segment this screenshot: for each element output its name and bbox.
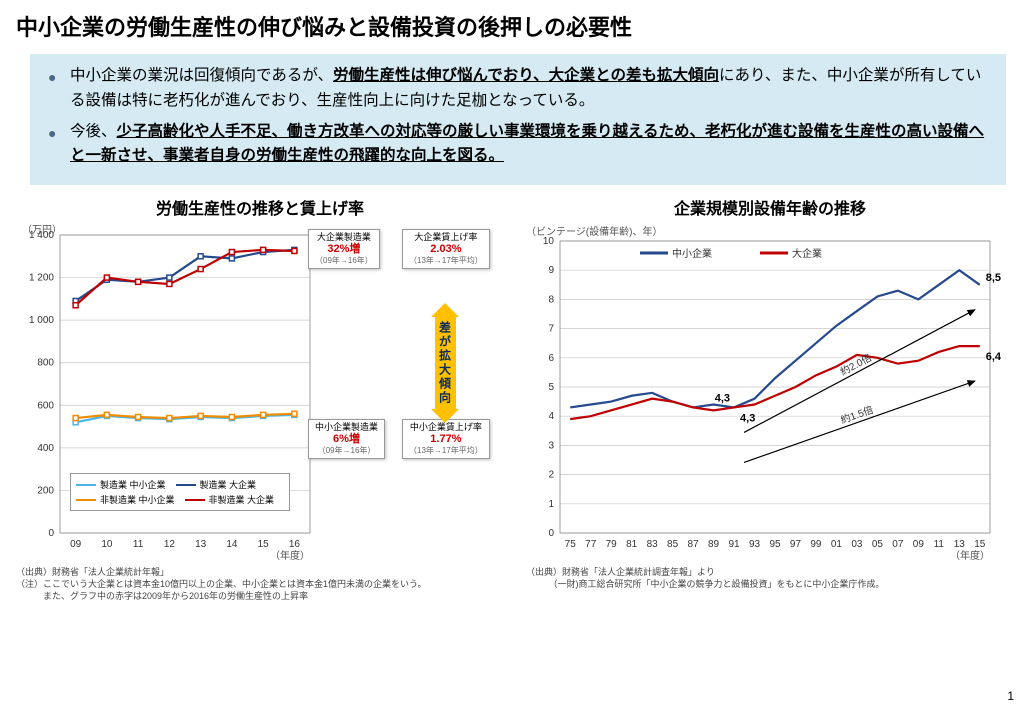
summary-point-2: 今後、少子高齢化や人手不足、働き方改革への対応等の厳しい事業環境を乗り越えるため…	[48, 120, 988, 170]
summary-point-1: 中小企業の業況は回復傾向であるが、労働生産性は伸び悩んでおり、大企業との差も拡大…	[48, 64, 988, 114]
svg-text:05: 05	[872, 539, 884, 550]
svg-text:79: 79	[606, 539, 618, 550]
page-number: 1	[1007, 689, 1014, 703]
text: 中小企業の業況は回復傾向であるが、	[70, 67, 333, 84]
svg-text:5: 5	[548, 382, 554, 393]
text: 今後、	[70, 123, 117, 140]
right-chart-svg: 0123456789107577798183858789919395979901…	[520, 223, 1020, 563]
left-chart: 労働生産性の推移と賃上げ率 02004006008001 0001 2001 4…	[10, 195, 510, 602]
svg-text:13: 13	[195, 539, 207, 550]
svg-text:（ビンテージ(設備年齢)、年）: （ビンテージ(設備年齢)、年）	[526, 225, 662, 238]
svg-text:14: 14	[226, 539, 238, 550]
chart-title: 企業規模別設備年齢の推移	[520, 195, 1020, 219]
svg-text:200: 200	[37, 486, 54, 497]
svg-text:77: 77	[585, 539, 597, 550]
svg-text:09: 09	[913, 539, 925, 550]
chart-title: 労働生産性の推移と賃上げ率	[10, 195, 510, 219]
svg-text:89: 89	[708, 539, 720, 550]
svg-text:75: 75	[565, 539, 577, 550]
svg-text:7: 7	[548, 324, 554, 335]
svg-text:1 000: 1 000	[29, 315, 54, 326]
svg-text:07: 07	[892, 539, 904, 550]
svg-text:91: 91	[728, 539, 740, 550]
annot-sme-mfg: 中小企業製造業6%増（09年→16年）	[308, 419, 385, 459]
annot-large-mfg: 大企業製造業32%増（09年→16年）	[308, 229, 380, 269]
annot-sme-wage: 中小企業賃上げ率1.77%（13年→17年平均）	[402, 419, 490, 459]
svg-text:15: 15	[258, 539, 270, 550]
left-footnotes: （出典）財務省「法人企業統計年報」 （注）ここでいう大企業とは資本金10億円以上…	[10, 563, 510, 602]
svg-text:16: 16	[289, 539, 301, 550]
svg-text:85: 85	[667, 539, 679, 550]
svg-text:8,5: 8,5	[986, 272, 1001, 284]
svg-text:83: 83	[647, 539, 659, 550]
svg-text:（年度）: （年度）	[950, 549, 990, 562]
text-bold: 少子高齢化や人手不足、働き方改革への対応等の厳しい事業環境を乗り越えるため、老朽…	[70, 123, 984, 165]
svg-text:（万円）: （万円）	[22, 224, 62, 236]
svg-text:1: 1	[548, 499, 554, 510]
svg-text:95: 95	[769, 539, 781, 550]
right-chart: 企業規模別設備年齢の推移 012345678910757779818385878…	[520, 195, 1020, 602]
svg-text:09: 09	[70, 539, 82, 550]
svg-text:0: 0	[48, 528, 54, 539]
svg-text:4,3: 4,3	[715, 393, 730, 405]
svg-text:87: 87	[688, 539, 700, 550]
svg-text:大企業: 大企業	[792, 247, 822, 260]
gap-arrow: 差が拡大傾向	[430, 303, 460, 423]
svg-text:11: 11	[934, 539, 945, 550]
svg-text:400: 400	[37, 443, 54, 454]
svg-text:6,4: 6,4	[986, 351, 1002, 363]
svg-text:2: 2	[548, 470, 554, 481]
svg-text:12: 12	[164, 539, 176, 550]
svg-text:4: 4	[548, 411, 554, 422]
svg-text:81: 81	[626, 539, 638, 550]
svg-text:99: 99	[810, 539, 822, 550]
svg-text:600: 600	[37, 400, 54, 411]
svg-text:6: 6	[548, 353, 554, 364]
annot-large-wage: 大企業賃上げ率2.03%（13年→17年平均）	[402, 229, 490, 269]
slide-title: 中小企業の労働生産性の伸び悩みと設備投資の後押しの必要性	[0, 0, 1024, 50]
text-bold: 労働生産性は伸び悩んでおり、大企業との差も拡大傾向	[333, 67, 719, 84]
svg-text:800: 800	[37, 358, 54, 369]
left-legend: 製造業 中小企業 製造業 大企業 非製造業 中小企業 非製造業 大企業	[70, 473, 290, 511]
svg-text:03: 03	[851, 539, 863, 550]
svg-text:01: 01	[831, 539, 843, 550]
svg-text:13: 13	[954, 539, 966, 550]
svg-text:1 200: 1 200	[29, 273, 54, 284]
svg-text:15: 15	[974, 539, 986, 550]
svg-text:93: 93	[749, 539, 761, 550]
svg-text:8: 8	[548, 295, 554, 306]
svg-text:11: 11	[133, 539, 144, 550]
svg-text:0: 0	[548, 528, 554, 539]
svg-text:（年度）: （年度）	[270, 549, 310, 562]
svg-text:4,3: 4,3	[740, 413, 755, 425]
svg-text:3: 3	[548, 441, 554, 452]
svg-text:97: 97	[790, 539, 802, 550]
svg-text:9: 9	[548, 265, 554, 276]
svg-text:10: 10	[101, 539, 113, 550]
summary-box: 中小企業の業況は回復傾向であるが、労働生産性は伸び悩んでおり、大企業との差も拡大…	[30, 54, 1006, 185]
svg-text:中小企業: 中小企業	[672, 247, 712, 260]
right-footnotes: （出典）財務省「法人企業統計調査年報」より （一財)商工総合研究所「中小企業の競…	[520, 563, 1020, 590]
